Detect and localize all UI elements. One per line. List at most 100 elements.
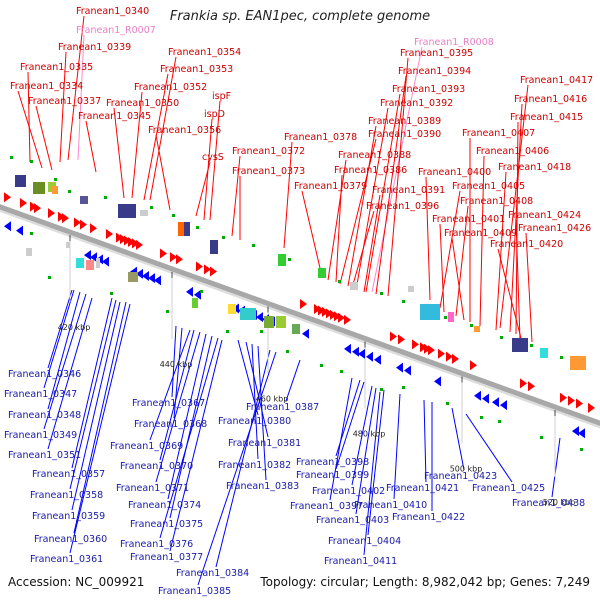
- track-dot: [222, 236, 225, 239]
- gene-feature-block: [118, 204, 136, 218]
- forward-connector: [59, 51, 67, 163]
- gene-feature-block: [276, 316, 286, 328]
- forward-gene-label: Franean1_0405: [452, 181, 525, 192]
- reverse-gene-label: Franean1_0349: [4, 430, 77, 441]
- genome-backbone: [0, 204, 600, 426]
- reverse-gene-arrow: [578, 428, 585, 439]
- reverse-gene-arrow: [4, 221, 11, 232]
- forward-gene-label: Franean1_0373: [232, 166, 305, 177]
- reverse-connector: [71, 301, 121, 511]
- reverse-connector: [251, 343, 259, 460]
- forward-gene-arrow: [398, 334, 405, 345]
- reverse-connector: [47, 297, 93, 450]
- forward-connector: [339, 138, 377, 285]
- forward-connector: [439, 223, 445, 313]
- track-dot: [338, 280, 341, 283]
- forward-connector: [351, 210, 375, 289]
- forward-gene-label: Franean1_0372: [232, 146, 305, 157]
- forward-connector: [363, 194, 381, 293]
- forward-gene-label: Franean1_0389: [368, 116, 441, 127]
- reverse-gene-arrow: [344, 343, 351, 354]
- forward-gene-arrow: [58, 211, 65, 222]
- track-dot: [252, 244, 255, 247]
- track-dot: [48, 276, 51, 279]
- tick-label-0: 420 kbp: [58, 323, 91, 332]
- reverse-connector: [393, 393, 401, 500]
- track-dot: [470, 324, 473, 327]
- forward-connector: [525, 232, 533, 343]
- forward-gene-label: Franean1_0408: [460, 196, 533, 207]
- track-dot: [500, 336, 503, 339]
- forward-connector: [365, 93, 401, 293]
- reverse-gene-label: Franean1_0380: [218, 416, 291, 427]
- reverse-connector: [171, 325, 177, 398]
- forward-connector: [67, 15, 85, 161]
- tick-label-2: 460 kbp: [256, 394, 289, 403]
- forward-connector: [113, 107, 125, 199]
- track-dot: [380, 388, 383, 391]
- forward-gene-arrow: [170, 252, 177, 263]
- map-title: Frankia sp. EAN1pec, complete genome: [169, 9, 431, 24]
- gene-feature-block: [128, 272, 138, 282]
- track-dot: [402, 386, 405, 389]
- forward-gene-label: Franean1_0418: [498, 162, 571, 173]
- reverse-gene-label: Franean1_0399: [296, 470, 369, 481]
- forward-gene-arrow: [322, 306, 329, 317]
- reverse-gene-arrow: [154, 275, 161, 286]
- tick-label-3: 480 kbp: [353, 429, 386, 438]
- reverse-gene-label: Franean1_0367: [132, 398, 205, 409]
- gene-feature-block: [448, 312, 454, 322]
- track-dot: [580, 448, 583, 451]
- forward-gene-label: Franean1_0353: [160, 64, 233, 75]
- reverse-connector: [351, 385, 373, 486]
- reverse-gene-label: Franean1_0438: [512, 498, 585, 509]
- reverse-gene-label: Franean1_0423: [424, 471, 497, 482]
- forward-connector: [371, 46, 423, 293]
- forward-connector: [283, 141, 293, 249]
- gene-feature-block: [26, 248, 32, 256]
- track-dot: [288, 258, 291, 261]
- reverse-gene-label: Franean1_0403: [316, 515, 389, 526]
- forward-gene-arrow: [128, 236, 135, 247]
- track-dot: [402, 300, 405, 303]
- forward-connector: [439, 190, 461, 309]
- reverse-gene-arrow: [256, 312, 263, 323]
- reverse-gene-label: Franean1_0346: [8, 369, 81, 380]
- reverse-gene-label: Franean1_0361: [30, 554, 103, 565]
- forward-connector: [77, 34, 85, 161]
- gene-feature-block: [292, 324, 300, 334]
- track-dot: [380, 292, 383, 295]
- forward-gene-arrow: [326, 308, 333, 319]
- reverse-gene-arrow: [482, 393, 489, 404]
- gene-feature-block: [278, 254, 286, 266]
- gene-feature-block: [184, 222, 190, 236]
- forward-gene-label: Franean1_0395: [400, 48, 473, 59]
- forward-gene-arrow: [528, 381, 535, 392]
- track-dot: [480, 416, 483, 419]
- reverse-gene-arrow: [16, 225, 23, 236]
- track-dot: [10, 156, 13, 159]
- reverse-connector: [363, 391, 381, 556]
- track-dot: [30, 160, 33, 163]
- forward-gene-arrow: [338, 312, 345, 323]
- forward-gene-arrow: [132, 238, 139, 249]
- track-dot: [30, 232, 33, 235]
- forward-gene-label: Franean1_0350: [106, 98, 179, 109]
- reverse-connector: [159, 337, 219, 539]
- forward-gene-arrow: [20, 198, 27, 209]
- gene-feature-block: [408, 286, 414, 292]
- forward-gene-label: Franean1_0335: [20, 62, 93, 73]
- reverse-gene-label: Franean1_0374: [128, 500, 201, 511]
- reverse-gene-label: Franean1_0357: [32, 469, 105, 480]
- forward-gene-arrow: [520, 378, 527, 389]
- reverse-connector: [43, 289, 75, 389]
- forward-gene-arrow: [576, 398, 583, 409]
- reverse-gene-arrow: [90, 252, 97, 263]
- track-dot: [498, 420, 501, 423]
- forward-gene-label: Franean1_0409: [444, 228, 517, 239]
- forward-gene-arrow: [318, 305, 325, 316]
- reverse-gene-label: Franean1_0385: [158, 586, 231, 597]
- tick-label-4: 500 kbp: [450, 464, 483, 473]
- forward-connector: [27, 71, 31, 163]
